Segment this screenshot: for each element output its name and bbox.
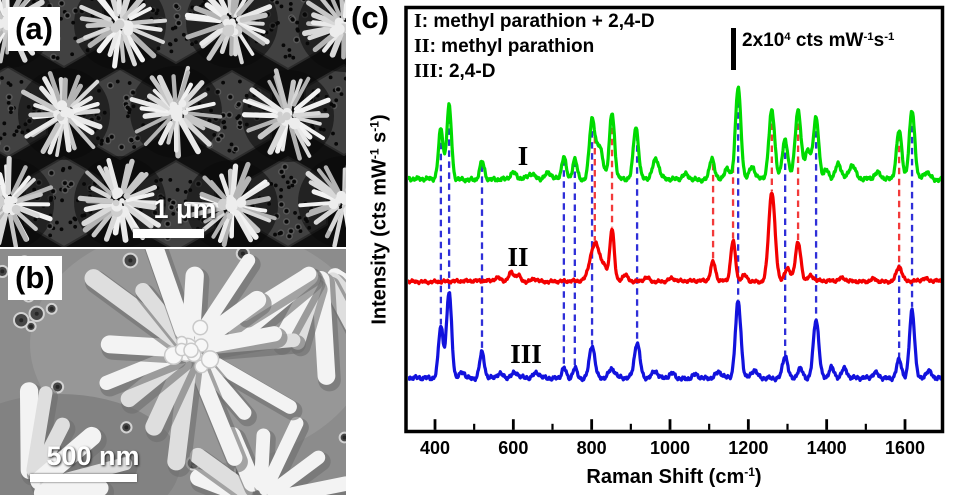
intensity-scale-marker-label: 2x104 cts mW-1s-1: [742, 30, 895, 51]
plot-border: [404, 5, 945, 434]
curve-label-II: II: [507, 242, 529, 272]
panel-b-label: (b): [8, 256, 62, 300]
spectrum-curve-I: [408, 85, 941, 184]
curve-label-III: III: [510, 339, 542, 369]
x-tick-1600: 1600: [884, 438, 926, 458]
scalebar-1um-bar: [133, 229, 204, 238]
x-axis-label: Raman Shift (cm-1): [586, 465, 762, 488]
panel-c-label: (c): [351, 0, 389, 35]
raman-spectra-plot: [404, 5, 945, 434]
y-axis-label: Intensity (cts mW-1 s-1): [367, 114, 391, 325]
x-tick-1400: 1400: [806, 438, 847, 458]
scalebar-500nm-bar: [30, 474, 137, 482]
x-axis-ticks: [433, 419, 907, 430]
x-tick-600: 600: [498, 438, 529, 458]
x-tick-1000: 1000: [649, 438, 691, 458]
legend-entry-3: III: 2,4-D: [414, 60, 496, 82]
x-tick-800: 800: [576, 438, 607, 458]
x-tick-400: 400: [419, 438, 451, 458]
spectrum-curve-III: [408, 291, 941, 383]
chart-legend: I: methyl parathion + 2,4-D II: methyl p…: [414, 9, 655, 84]
scalebar-1um-label: 1 μm: [153, 194, 217, 224]
spectrum-curve-II: [408, 191, 941, 286]
scalebar-500nm-label: 500 nm: [46, 441, 140, 471]
curve-label-I: I: [517, 141, 529, 171]
legend-entry-2: II: methyl parathion: [414, 35, 595, 57]
panel-a-label: (a): [8, 7, 60, 51]
legend-entry-1: I: methyl parathion + 2,4-D: [414, 10, 655, 32]
sem-image-a: [0, 0, 346, 247]
x-tick-1200: 1200: [728, 438, 769, 458]
sem-image-b: [0, 249, 346, 495]
